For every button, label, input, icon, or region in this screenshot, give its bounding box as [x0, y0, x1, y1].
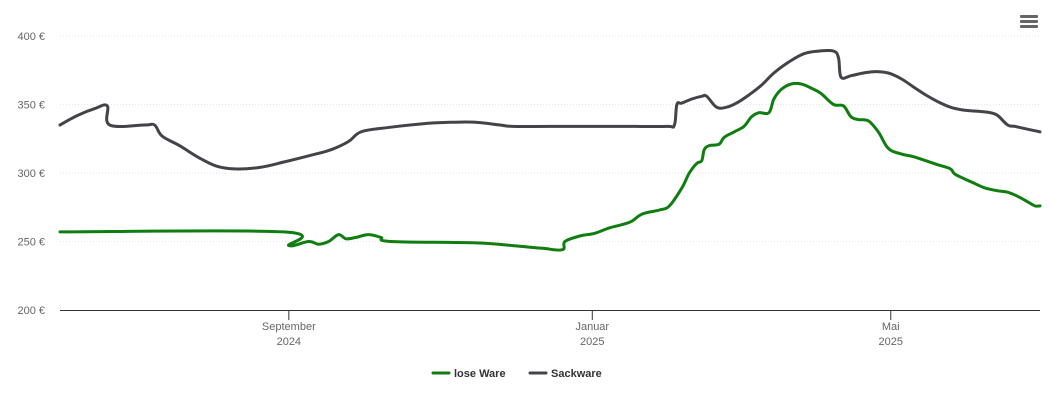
x-tick-sublabel: 2025 [879, 336, 903, 348]
series-line-lose-ware[interactable] [58, 81, 1042, 252]
grid-lines [60, 35, 1040, 242]
y-axis-labels: 400 € 350 € 300 € 250 € 200 € [17, 31, 45, 317]
x-tick-label: September [262, 321, 316, 333]
x-tick-sublabel: 2025 [580, 336, 604, 348]
menu-icon[interactable] [1020, 15, 1038, 28]
y-tick-label: 400 € [17, 31, 45, 43]
series-lines [58, 48, 1042, 252]
x-axis-labels: September 2024 Januar 2025 Mai 2025 [262, 310, 903, 348]
legend-label[interactable]: lose Ware [454, 368, 506, 380]
legend-label[interactable]: Sackware [551, 368, 602, 380]
y-tick-label: 300 € [17, 168, 45, 180]
x-tick-label: Januar [575, 321, 609, 333]
y-tick-label: 350 € [17, 100, 45, 112]
legend: lose Ware Sackware [431, 368, 602, 380]
y-tick-label: 250 € [17, 237, 45, 249]
y-tick-label: 200 € [17, 305, 45, 317]
x-tick-sublabel: 2024 [277, 336, 301, 348]
series-line-sackware[interactable] [58, 48, 1042, 171]
x-tick-label: Mai [882, 321, 900, 333]
